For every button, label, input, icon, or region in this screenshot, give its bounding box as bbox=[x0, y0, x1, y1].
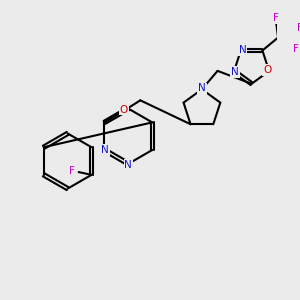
Text: F: F bbox=[273, 13, 279, 23]
Text: F: F bbox=[69, 166, 75, 176]
Text: N: N bbox=[198, 83, 206, 93]
Text: N: N bbox=[124, 160, 132, 170]
Text: F: F bbox=[297, 23, 300, 33]
Text: O: O bbox=[263, 65, 272, 75]
Text: N: N bbox=[239, 46, 247, 56]
Text: F: F bbox=[292, 44, 298, 54]
Text: N: N bbox=[101, 145, 109, 155]
Text: N: N bbox=[231, 67, 239, 77]
Text: O: O bbox=[120, 104, 128, 115]
